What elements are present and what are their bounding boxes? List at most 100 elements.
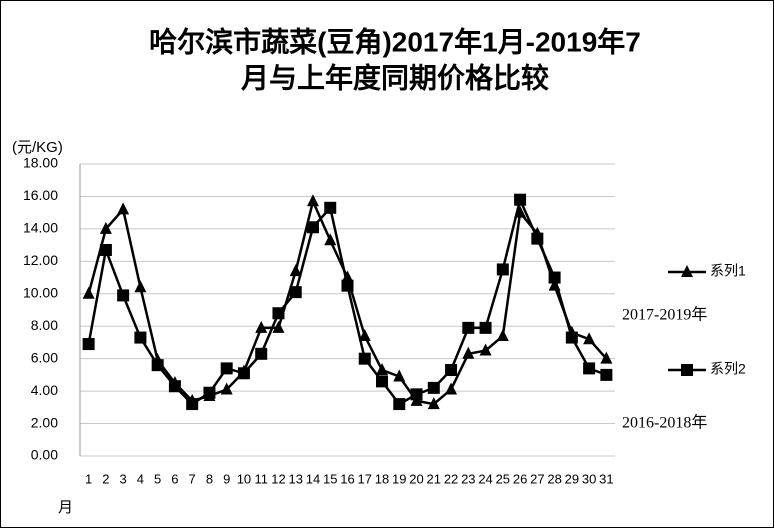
legend-marker [681, 364, 693, 376]
point [151, 359, 164, 372]
y-tick-label: 4.00 [31, 382, 58, 398]
x-tick-label: 28 [547, 471, 561, 486]
point [583, 362, 596, 375]
y-tick-label: 10.00 [23, 284, 58, 300]
point [134, 331, 147, 344]
point [99, 221, 112, 234]
y-tick-label: 6.00 [31, 349, 58, 365]
y-tick-label: 8.00 [31, 317, 58, 333]
x-tick-label: 8 [206, 471, 213, 486]
legend-label: 系列2 [710, 361, 746, 377]
y-tick-label: 12.00 [23, 252, 58, 268]
y-tick-label: 16.00 [23, 187, 58, 203]
y-tick-label: 18.00 [23, 155, 58, 171]
x-tick-label: 27 [530, 471, 544, 486]
point [427, 381, 440, 394]
x-tick-label: 4 [137, 471, 144, 486]
x-tick-label: 11 [254, 471, 268, 486]
point [220, 382, 233, 395]
x-tick-label: 24 [478, 471, 492, 486]
y-tick-label: 2.00 [31, 414, 58, 430]
point [306, 221, 319, 234]
point [237, 367, 250, 380]
x-tick-label: 23 [461, 471, 475, 486]
x-tick-label: 20 [409, 471, 423, 486]
chart-title: 月与上年度同期价格比较 [240, 61, 549, 93]
point [376, 363, 389, 376]
point [479, 321, 492, 334]
point [462, 346, 475, 359]
y-axis-label: (元/KG) [12, 139, 63, 156]
point [99, 243, 112, 256]
point [82, 338, 95, 351]
point [134, 280, 147, 293]
x-tick-label: 30 [582, 471, 596, 486]
x-tick-label: 21 [427, 471, 441, 486]
x-tick-label: 31 [599, 471, 613, 486]
annotation: 2017-2019年 [622, 306, 707, 324]
x-tick-label: 3 [120, 471, 127, 486]
point [341, 279, 354, 292]
point [306, 194, 319, 207]
x-tick-label: 16 [340, 471, 354, 486]
chart-title: 哈尔滨市蔬菜(豆角)2017年1月-2019年7 [149, 25, 641, 57]
point [445, 382, 458, 395]
x-axis-label: 月 [58, 499, 73, 516]
x-tick-label: 25 [496, 471, 510, 486]
legend-label: 系列1 [710, 263, 746, 279]
annotation: 2016-2018年 [622, 414, 707, 432]
x-tick-label: 29 [565, 471, 579, 486]
point [462, 321, 475, 334]
point [358, 328, 371, 341]
x-tick-label: 2 [102, 471, 109, 486]
point [203, 386, 216, 399]
point [393, 369, 406, 382]
point [186, 398, 199, 411]
point [272, 307, 285, 320]
x-tick-label: 9 [223, 471, 230, 486]
point [82, 286, 95, 299]
point [479, 343, 492, 356]
x-tick-label: 19 [392, 471, 406, 486]
point [341, 270, 354, 283]
point [496, 328, 509, 341]
legend-marker [681, 265, 693, 277]
x-tick-label: 14 [306, 471, 320, 486]
point [514, 193, 527, 206]
point [600, 351, 613, 364]
point [272, 320, 285, 333]
x-tick-label: 7 [189, 471, 196, 486]
point [548, 271, 561, 284]
x-tick-label: 17 [358, 471, 372, 486]
point [376, 375, 389, 388]
point [289, 286, 302, 299]
x-tick-label: 26 [513, 471, 527, 486]
x-tick-label: 22 [444, 471, 458, 486]
point [410, 388, 423, 401]
x-tick-label: 5 [154, 471, 161, 486]
point [565, 331, 578, 344]
x-tick-label: 6 [171, 471, 178, 486]
x-tick-label: 10 [237, 471, 251, 486]
x-tick-label: 15 [323, 471, 337, 486]
point [531, 232, 544, 245]
point [289, 264, 302, 277]
x-tick-label: 18 [375, 471, 389, 486]
point [358, 352, 371, 365]
x-tick-label: 12 [271, 471, 285, 486]
point [168, 380, 181, 393]
point [600, 368, 613, 381]
point [255, 320, 268, 333]
point [324, 201, 337, 214]
point [324, 233, 337, 246]
point [220, 362, 233, 375]
point [255, 347, 268, 360]
x-tick-label: 1 [85, 471, 92, 486]
point [117, 202, 130, 215]
y-tick-label: 0.00 [31, 447, 58, 463]
point [427, 397, 440, 410]
point [583, 332, 596, 345]
y-tick-label: 14.00 [23, 220, 58, 236]
